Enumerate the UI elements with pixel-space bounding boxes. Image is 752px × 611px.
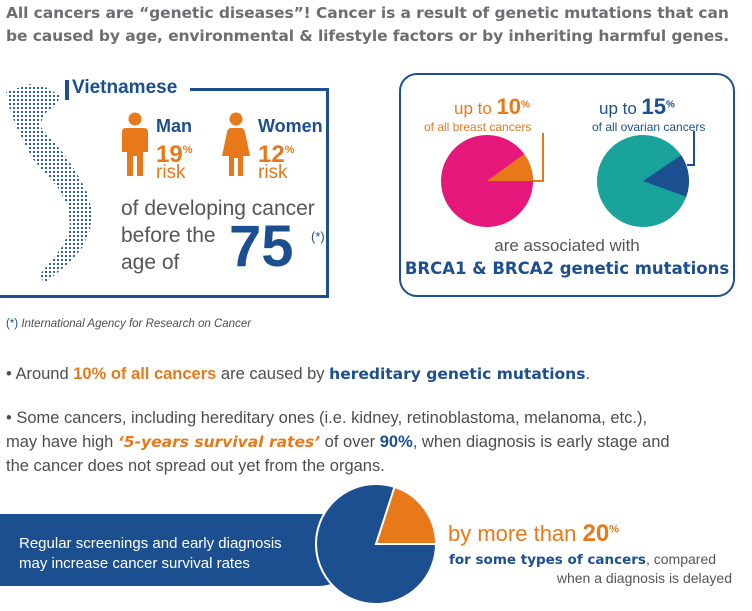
vietnam-map-icon — [6, 84, 92, 284]
ovarian-unit: % — [666, 99, 675, 111]
vietnam-top-rule — [190, 88, 328, 91]
bullet2-survival-phrase: ‘5-years survival rates’ — [117, 433, 321, 451]
banner-line-2: may increase cancer survival rates — [19, 555, 250, 572]
man-risk-value: 19% — [156, 137, 192, 168]
ovarian-callout-line — [687, 131, 695, 166]
footnote-marker: (*) — [6, 318, 19, 330]
headline: All cancers are “genetic diseases”! Canc… — [6, 2, 751, 48]
bullet-survival: • Some cancers, including hereditary one… — [6, 406, 746, 478]
breast-stat: up to 10% — [454, 94, 530, 120]
bullet1-end: . — [585, 365, 591, 383]
survival-stat: by more than 20% — [448, 520, 619, 548]
footnote: (*) International Agency for Research on… — [6, 318, 251, 330]
banner-line-1: Regular screenings and early diagnosis — [19, 535, 282, 552]
breast-unit: % — [521, 99, 530, 111]
survival-line-2: for some types of cancers, compared — [449, 551, 716, 568]
ovarian-stat: up to 15% — [599, 94, 675, 120]
bullet-hereditary: • Around 10% of all cancers are caused b… — [6, 362, 746, 386]
man-icon — [122, 112, 148, 176]
assoc-line-2: BRCA1 & BRCA2 genetic mutations — [404, 259, 730, 278]
breast-pie-slice — [487, 153, 533, 181]
bullet1-lead: • Around — [6, 365, 74, 383]
bullet2-line-3: the cancer does not spread out yet from … — [6, 457, 385, 475]
ovarian-pie-chart — [597, 131, 695, 227]
bullet1-emph: hereditary genetic mutations — [329, 365, 586, 383]
man-risk-word: risk — [156, 162, 186, 183]
survival-line-3: when a diagnosis is delayed — [556, 570, 732, 586]
age-asterisk: (*) — [311, 229, 325, 244]
man-unit: % — [182, 144, 193, 156]
vietnam-right-rule — [326, 88, 329, 297]
bullet1-mid: are caused by — [216, 365, 330, 383]
risk-caption-line-2: before the — [121, 224, 216, 247]
breast-callout-line — [533, 133, 544, 182]
screening-banner: Regular screenings and early diagnosis m… — [0, 514, 355, 586]
women-risk-word: risk — [258, 162, 288, 183]
bullet2-line2-e: , when diagnosis is early stage and — [412, 433, 670, 451]
breast-value: 10 — [496, 94, 522, 119]
survival-prefix: by more than — [448, 521, 583, 546]
headline-line-1: All cancers are “genetic diseases”! Canc… — [6, 4, 729, 22]
risk-caption: of developing cancer before the age of — [121, 195, 315, 276]
risk-caption-line-1: of developing cancer — [121, 197, 315, 220]
survival-value: 20 — [582, 520, 610, 547]
vietnam-title-marker — [65, 80, 69, 100]
vietnam-title: Vietnamese — [72, 77, 178, 98]
women-risk-value: 12% — [258, 137, 294, 168]
survival-unit: % — [609, 523, 619, 536]
survival-pie-slice — [374, 485, 438, 545]
footnote-text: International Agency for Research on Can… — [18, 318, 252, 330]
ovarian-pie-slice — [643, 155, 690, 197]
women-label: Women — [258, 116, 323, 136]
bullet2-line2-a: may have high — [6, 433, 118, 451]
woman-icon — [222, 112, 250, 176]
bullet2-line-2: may have high ‘5-years survival rates’ o… — [6, 430, 746, 454]
survival-line2-bold: for some types of cancers — [449, 552, 646, 568]
bullet2-line2-c: of over — [320, 433, 380, 451]
headline-line-2: be caused by age, environmental & lifest… — [6, 27, 730, 45]
brca-panel — [399, 73, 735, 297]
risk-caption-line-3: age of — [121, 251, 180, 274]
survival-pie-chart — [315, 483, 438, 605]
women-value: 12 — [258, 141, 285, 168]
breast-prefix: up to — [454, 99, 492, 118]
women-unit: % — [284, 144, 295, 156]
breast-sub: of all breast cancers — [424, 120, 532, 134]
ovarian-value: 15 — [641, 94, 667, 119]
bullet2-line-1: • Some cancers, including hereditary one… — [6, 409, 648, 427]
breast-pie-chart — [441, 133, 544, 227]
assoc-line-1: are associated with — [494, 236, 640, 255]
bullet1-highlight: 10% of all cancers — [73, 365, 217, 383]
age-value: 75 — [229, 214, 294, 279]
vietnam-bottom-rule — [0, 295, 329, 298]
bullet2-ninety: 90% — [379, 433, 413, 451]
man-label: Man — [156, 116, 192, 136]
survival-line2-rest: , compared — [645, 551, 717, 567]
ovarian-prefix: up to — [599, 99, 637, 118]
man-value: 19 — [156, 141, 183, 168]
ovarian-sub: of all ovarian cancers — [592, 120, 706, 134]
